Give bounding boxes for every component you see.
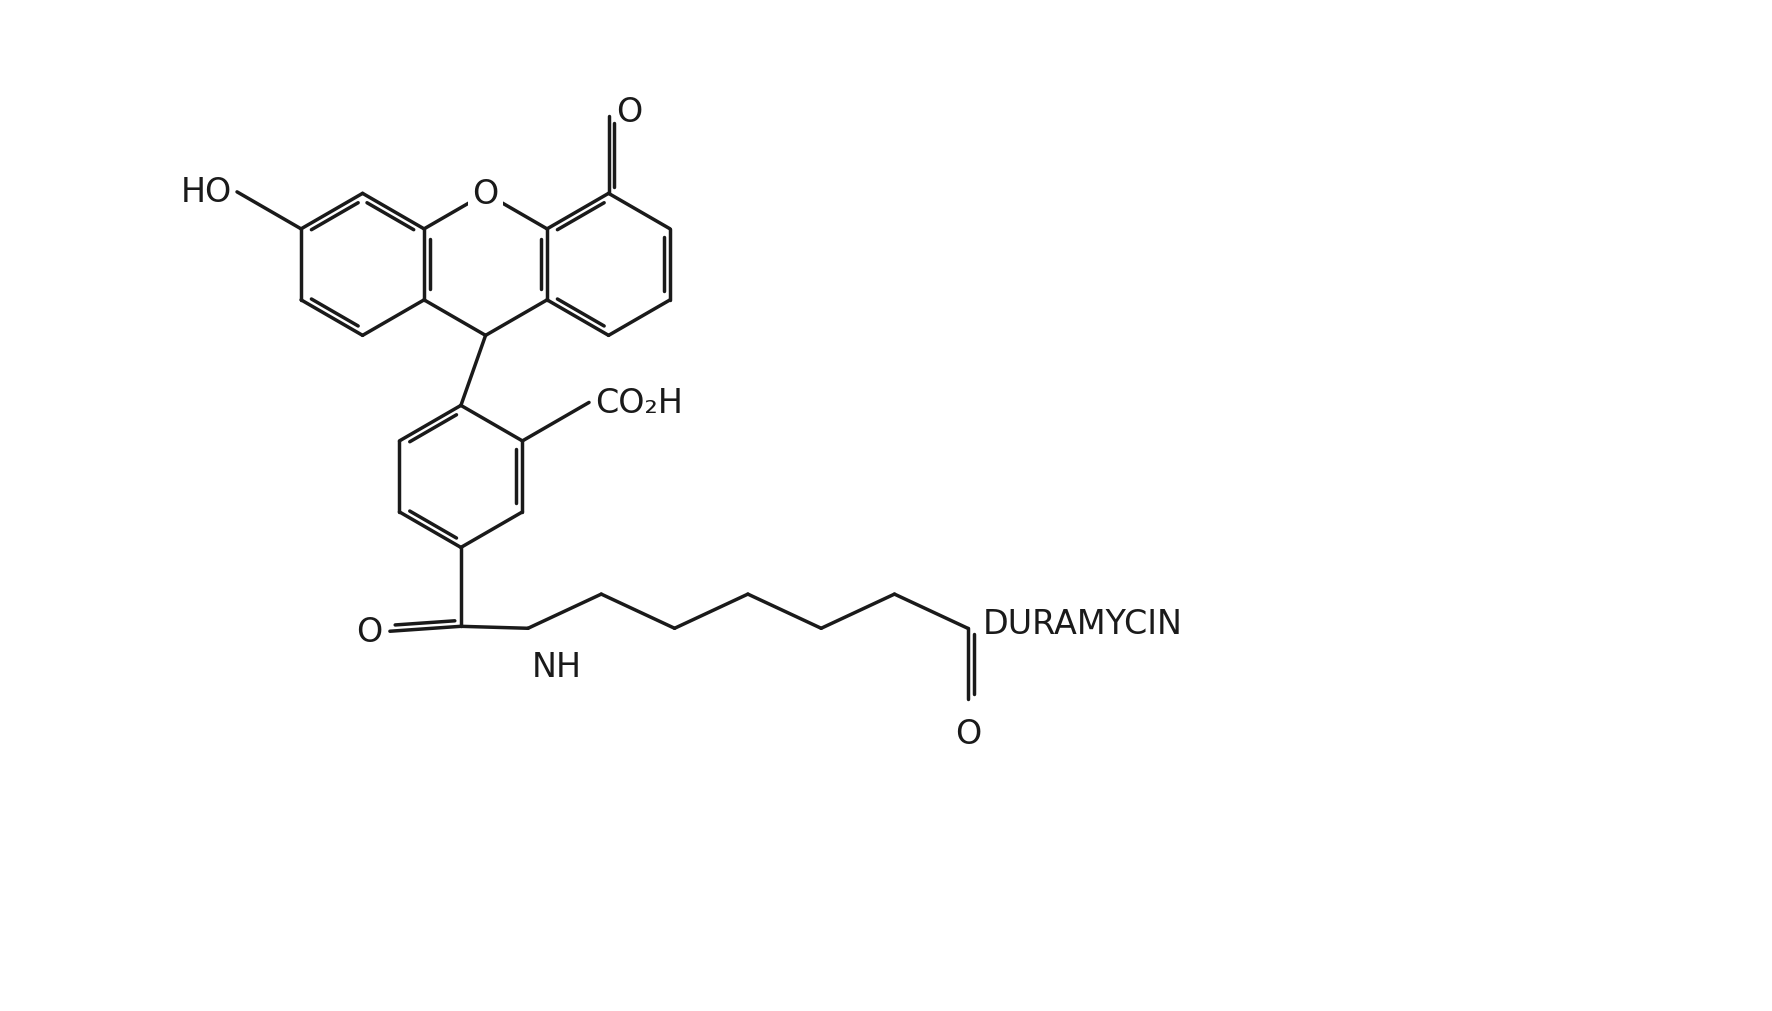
Text: O: O xyxy=(473,178,498,210)
Text: CO₂H: CO₂H xyxy=(595,386,682,420)
Text: DURAMYCIN: DURAMYCIN xyxy=(982,608,1182,640)
Text: O: O xyxy=(356,615,383,648)
Text: O: O xyxy=(955,718,982,750)
Text: HO: HO xyxy=(181,176,232,209)
Text: O: O xyxy=(617,96,643,128)
Text: NH: NH xyxy=(532,650,581,683)
